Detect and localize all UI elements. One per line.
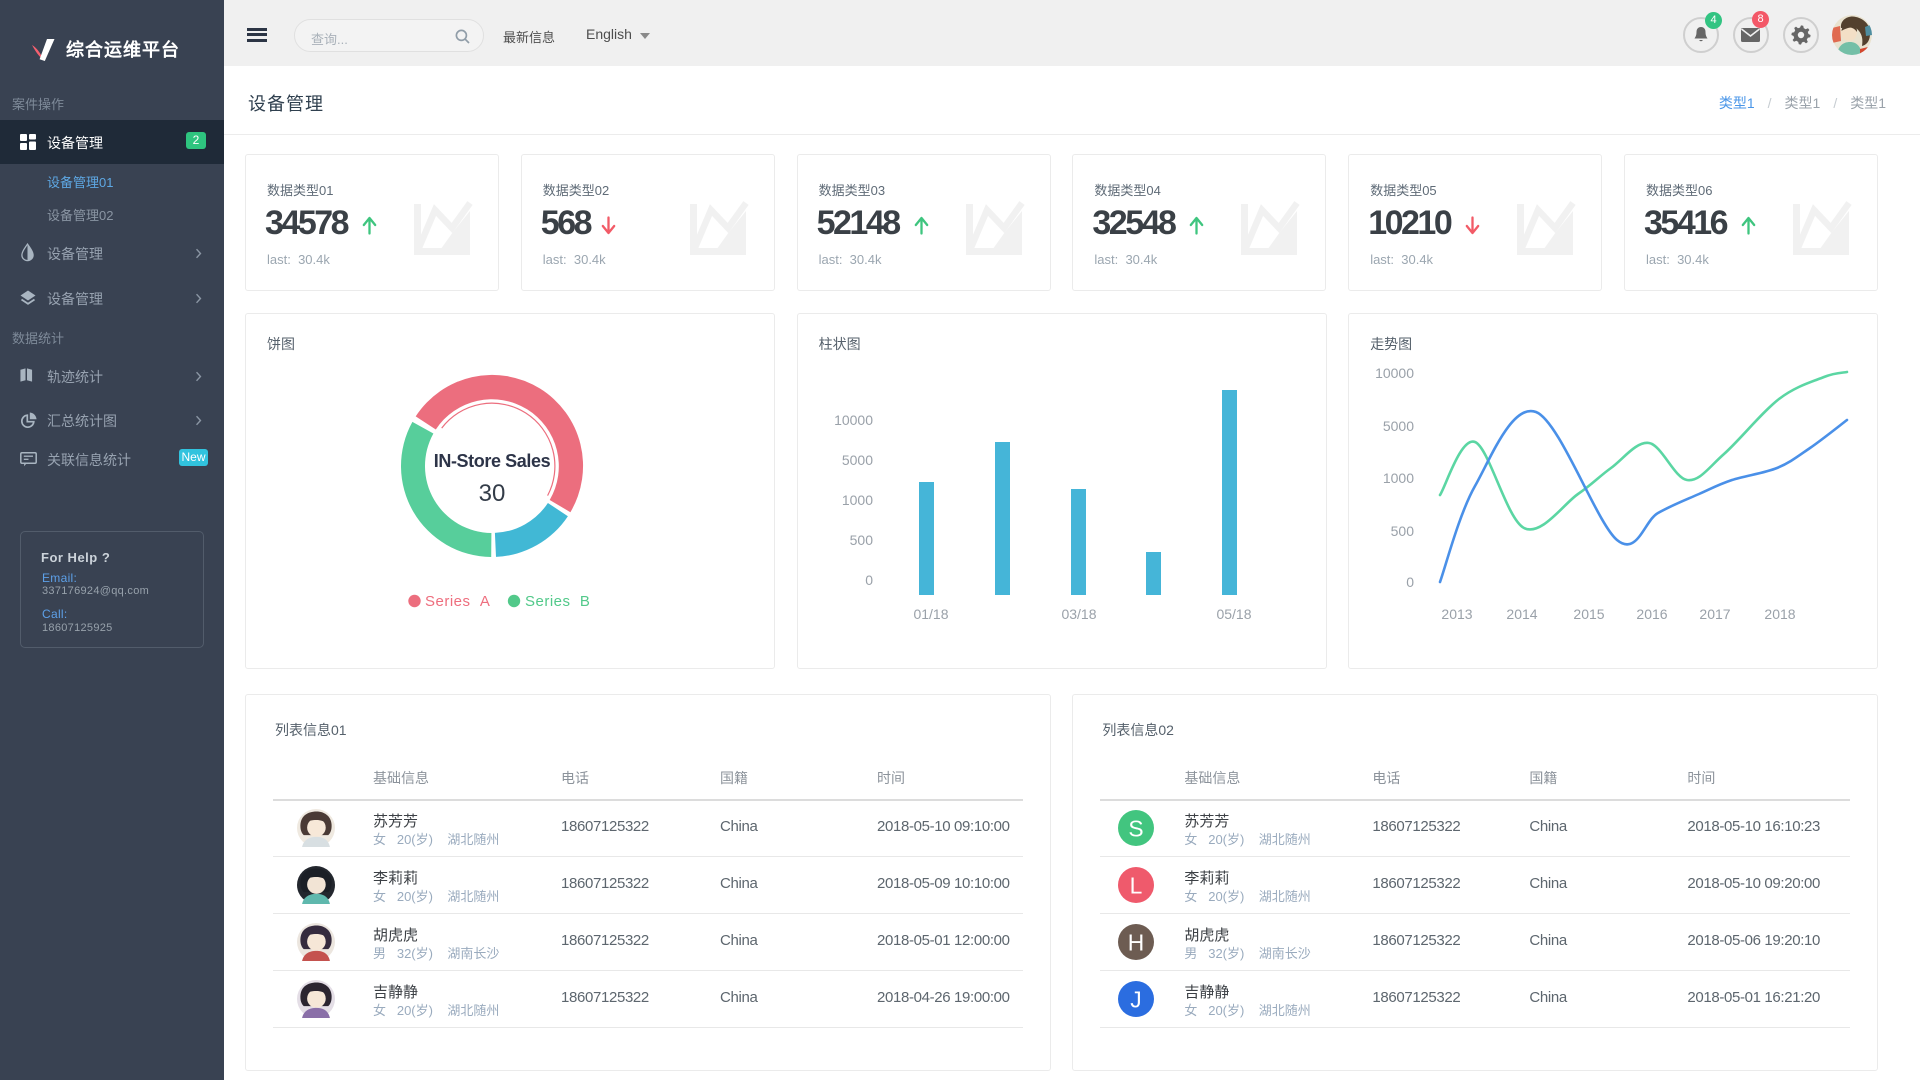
svg-text:S: S <box>1129 815 1144 841</box>
svg-text:500: 500 <box>1391 523 1415 539</box>
svg-text:1000: 1000 <box>841 492 872 508</box>
svg-text:2017: 2017 <box>1700 606 1731 622</box>
svg-text:03/18: 03/18 <box>1061 606 1096 622</box>
svg-text:2018: 2018 <box>1765 606 1796 622</box>
svg-text:0: 0 <box>1406 574 1414 590</box>
svg-text:5000: 5000 <box>841 452 872 468</box>
svg-text:L: L <box>1130 872 1143 898</box>
svg-text:IN-Store Sales: IN-Store Sales <box>434 451 551 471</box>
svg-text:10000: 10000 <box>834 412 873 428</box>
svg-text:2013: 2013 <box>1442 606 1473 622</box>
svg-text:J: J <box>1131 986 1142 1012</box>
svg-text:Series A: Series A <box>425 593 490 610</box>
svg-text:10000: 10000 <box>1375 365 1414 381</box>
svg-text:1000: 1000 <box>1383 470 1414 486</box>
svg-text:01/18: 01/18 <box>913 606 948 622</box>
svg-text:500: 500 <box>849 532 873 548</box>
svg-text:Series B: Series B <box>525 593 590 610</box>
svg-text:2014: 2014 <box>1507 606 1538 622</box>
svg-text:05/18: 05/18 <box>1216 606 1251 622</box>
svg-text:30: 30 <box>479 480 506 507</box>
svg-text:0: 0 <box>865 572 873 588</box>
svg-text:H: H <box>1128 929 1144 955</box>
svg-text:2015: 2015 <box>1574 606 1605 622</box>
svg-text:5000: 5000 <box>1383 418 1414 434</box>
svg-text:2016: 2016 <box>1637 606 1668 622</box>
